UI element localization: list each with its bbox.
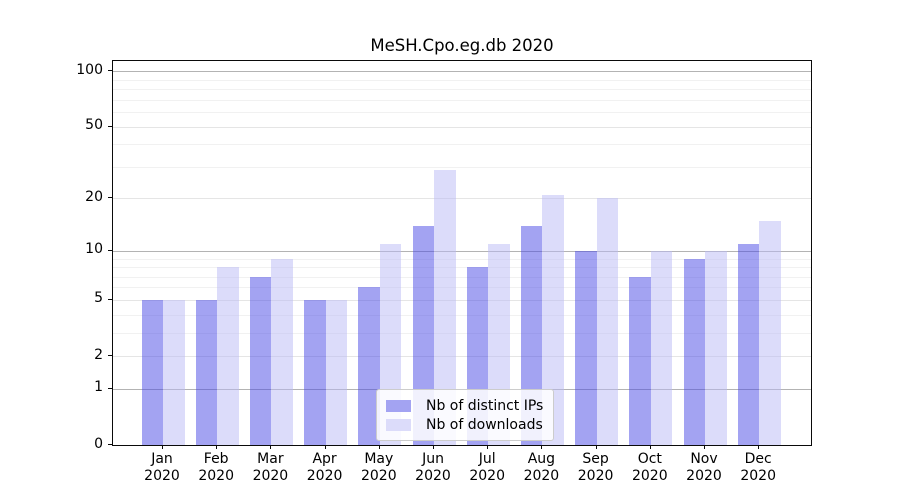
legend-swatch-distinct-ips (386, 399, 411, 412)
ytick-label-50: 50 (85, 117, 103, 134)
xtick-label-jan: Jan 2020 (144, 451, 180, 484)
gridline-minor-9 (113, 258, 811, 260)
gridline-major-10 (113, 250, 811, 252)
gridline-major-100 (113, 71, 811, 73)
xtick-mark-sep (595, 445, 597, 449)
xtick-mark-oct (649, 445, 651, 449)
ytick-mark-5 (108, 298, 112, 300)
gridline-minor-30 (113, 166, 811, 168)
bar-feb-distinct-ips (195, 299, 218, 445)
gridline-minor-80 (113, 89, 811, 91)
bar-oct-downloads (650, 250, 673, 445)
gridline-medium-5 (113, 299, 811, 301)
bar-sep-distinct-ips (575, 250, 597, 445)
xtick-label-nov: Nov 2020 (686, 451, 722, 484)
xtick-label-may: May 2020 (360, 451, 397, 484)
chart-title: MeSH.Cpo.eg.db 2020 (370, 36, 554, 55)
bar-jun-downloads (434, 169, 456, 445)
xtick-label-sep: Sep 2020 (577, 451, 614, 484)
xtick-mark-feb (216, 445, 218, 449)
gridline-minor-70 (113, 99, 811, 101)
legend: Nb of distinct IPs Nb of downloads (376, 389, 555, 441)
bar-nov-distinct-ips (683, 258, 705, 445)
gridline-minor-40 (113, 144, 811, 146)
xtick-mark-jul (487, 445, 489, 449)
gridline-minor-8 (113, 267, 811, 269)
gridline-minor-90 (113, 79, 811, 81)
xtick-mark-aug (541, 445, 543, 449)
bar-nov-downloads (705, 250, 727, 445)
ytick-mark-2 (108, 355, 112, 356)
ytick-label-1: 1 (94, 379, 103, 396)
legend-label-distinct-ips: Nb of distinct IPs (426, 397, 544, 414)
xtick-label-jul: Jul 2020 (469, 451, 505, 484)
xtick-mark-dec (758, 445, 760, 449)
gridline-minor-4 (113, 314, 811, 316)
bar-feb-downloads (217, 267, 239, 445)
ytick-label-20: 20 (85, 188, 103, 205)
ytick-label-10: 10 (85, 241, 103, 258)
bar-mar-downloads (271, 258, 293, 445)
legend-entry-downloads: Nb of downloads (386, 415, 543, 434)
gridline-minor-3 (113, 332, 811, 334)
xtick-label-oct: Oct 2020 (631, 451, 668, 484)
bar-dec-distinct-ips (737, 243, 760, 445)
ytick-label-0: 0 (94, 435, 103, 452)
xtick-label-aug: Aug 2020 (523, 451, 560, 484)
ytick-mark-10 (108, 249, 112, 251)
bar-oct-distinct-ips (629, 276, 651, 445)
legend-entry-distinct-ips: Nb of distinct IPs (386, 396, 543, 415)
xtick-mark-mar (270, 445, 272, 449)
ytick-mark-100 (108, 70, 112, 72)
bar-sep-downloads (596, 198, 619, 445)
ytick-label-2: 2 (94, 346, 103, 363)
xtick-label-dec: Dec 2020 (740, 451, 776, 484)
gridline-medium-50 (113, 126, 811, 128)
gridline-minor-60 (113, 112, 811, 114)
ytick-mark-1 (108, 387, 112, 389)
ytick-mark-20 (108, 197, 112, 199)
ytick-mark-50 (108, 125, 112, 127)
legend-label-downloads: Nb of downloads (426, 416, 543, 433)
ytick-label-5: 5 (94, 290, 103, 307)
bar-jan-distinct-ips (141, 299, 163, 445)
bar-may-distinct-ips (358, 287, 380, 445)
xtick-label-jun: Jun 2020 (415, 451, 451, 484)
xtick-label-feb: Feb 2020 (198, 451, 234, 484)
gridline-medium-20 (113, 198, 811, 200)
bar-dec-downloads (759, 220, 781, 445)
xtick-label-apr: Apr 2020 (306, 451, 343, 484)
xtick-mark-jan (162, 445, 163, 449)
xtick-mark-apr (324, 445, 326, 449)
bar-apr-distinct-ips (304, 299, 326, 445)
ytick-mark-0 (108, 444, 112, 445)
xtick-mark-jun (433, 445, 434, 449)
xtick-mark-nov (704, 445, 705, 449)
bar-jan-downloads (163, 299, 185, 445)
bar-aug-downloads (542, 194, 564, 445)
bar-mar-distinct-ips (249, 276, 272, 445)
gridline-minor-7 (113, 276, 811, 278)
ytick-label-100: 100 (76, 61, 103, 78)
xtick-mark-may (378, 445, 380, 449)
bar-apr-downloads (325, 299, 348, 445)
gridline-medium-2 (113, 356, 811, 357)
gridline-minor-6 (113, 287, 811, 289)
legend-swatch-downloads (386, 418, 411, 431)
xtick-label-mar: Mar 2020 (252, 451, 289, 484)
